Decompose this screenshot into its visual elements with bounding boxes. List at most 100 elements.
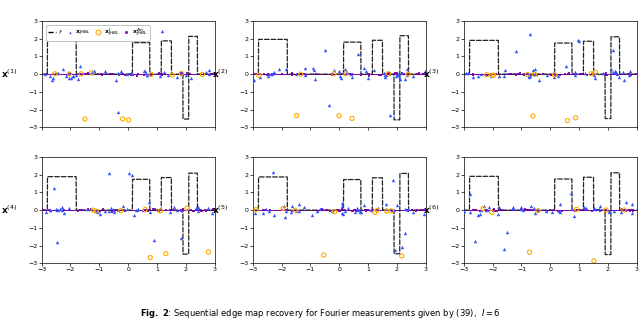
Point [618, 70, 628, 75]
Point [205, 71, 216, 76]
Point [196, 208, 207, 213]
Point [125, 70, 136, 76]
Point [606, 67, 616, 72]
Point [408, 210, 418, 215]
Point [363, 207, 373, 213]
Point [403, 71, 413, 76]
Point [627, 207, 637, 213]
Point [139, 72, 149, 77]
Point [541, 208, 551, 214]
Point [353, 208, 364, 213]
Point [124, 117, 134, 122]
Point [112, 207, 122, 212]
Point [380, 72, 390, 78]
Point [620, 208, 630, 214]
Point [484, 72, 495, 77]
Point [337, 207, 347, 212]
Point [400, 230, 410, 235]
Point [204, 72, 214, 77]
Point [201, 69, 211, 74]
Point [493, 205, 504, 210]
Point [343, 205, 353, 210]
Point [609, 208, 620, 214]
Point [400, 207, 410, 212]
Point [294, 201, 305, 206]
Point [460, 209, 470, 214]
Point [301, 73, 311, 78]
Point [310, 76, 320, 81]
Point [389, 207, 399, 212]
Point [419, 207, 429, 212]
Point [319, 253, 329, 258]
Point [127, 173, 138, 178]
Point [570, 71, 580, 77]
Point [589, 73, 599, 78]
Point [172, 74, 182, 79]
Point [191, 207, 202, 213]
Point [115, 68, 125, 74]
Point [624, 71, 634, 76]
Point [75, 64, 85, 69]
Point [353, 51, 364, 57]
Point [318, 207, 328, 213]
Point [133, 208, 143, 214]
Point [141, 207, 152, 213]
Point [300, 71, 310, 76]
Point [529, 68, 539, 73]
Point [602, 73, 612, 78]
Point [92, 210, 102, 215]
Point [628, 207, 639, 213]
Point [203, 205, 213, 211]
Point [508, 205, 518, 210]
Point [51, 71, 61, 77]
Point [573, 37, 584, 42]
Point [524, 74, 534, 79]
Point [156, 71, 166, 76]
Point [45, 73, 55, 78]
Point [494, 73, 504, 78]
Point [516, 204, 526, 210]
Point [408, 73, 418, 78]
Point [118, 203, 128, 209]
Point [197, 72, 207, 77]
Point [159, 69, 169, 74]
Point [513, 71, 523, 77]
Point [499, 73, 509, 78]
Point [327, 72, 337, 77]
Point [201, 208, 211, 214]
Point [473, 73, 483, 78]
Point [154, 71, 164, 76]
Point [461, 70, 472, 75]
Point [390, 71, 400, 76]
Point [337, 203, 348, 208]
Point [309, 68, 319, 73]
Point [368, 207, 378, 213]
Point [41, 210, 51, 215]
Point [587, 71, 597, 77]
Point [48, 75, 58, 80]
Point [364, 71, 374, 76]
Point [173, 208, 184, 213]
Point [78, 72, 88, 77]
Point [500, 68, 510, 73]
Point [570, 71, 580, 76]
Point [146, 72, 156, 77]
Point [476, 72, 486, 77]
Point [59, 211, 69, 216]
Point [589, 258, 599, 264]
Point [105, 71, 115, 77]
Point [509, 71, 520, 77]
Point [515, 71, 525, 76]
Point [391, 73, 401, 78]
Point [88, 208, 99, 213]
Point [274, 66, 284, 71]
Point [388, 177, 398, 182]
Point [624, 72, 634, 78]
Point [100, 208, 110, 213]
Point [200, 207, 210, 213]
Point [248, 71, 259, 76]
Point [281, 209, 291, 214]
Point [559, 72, 570, 77]
Point [623, 71, 633, 76]
Point [54, 207, 65, 212]
